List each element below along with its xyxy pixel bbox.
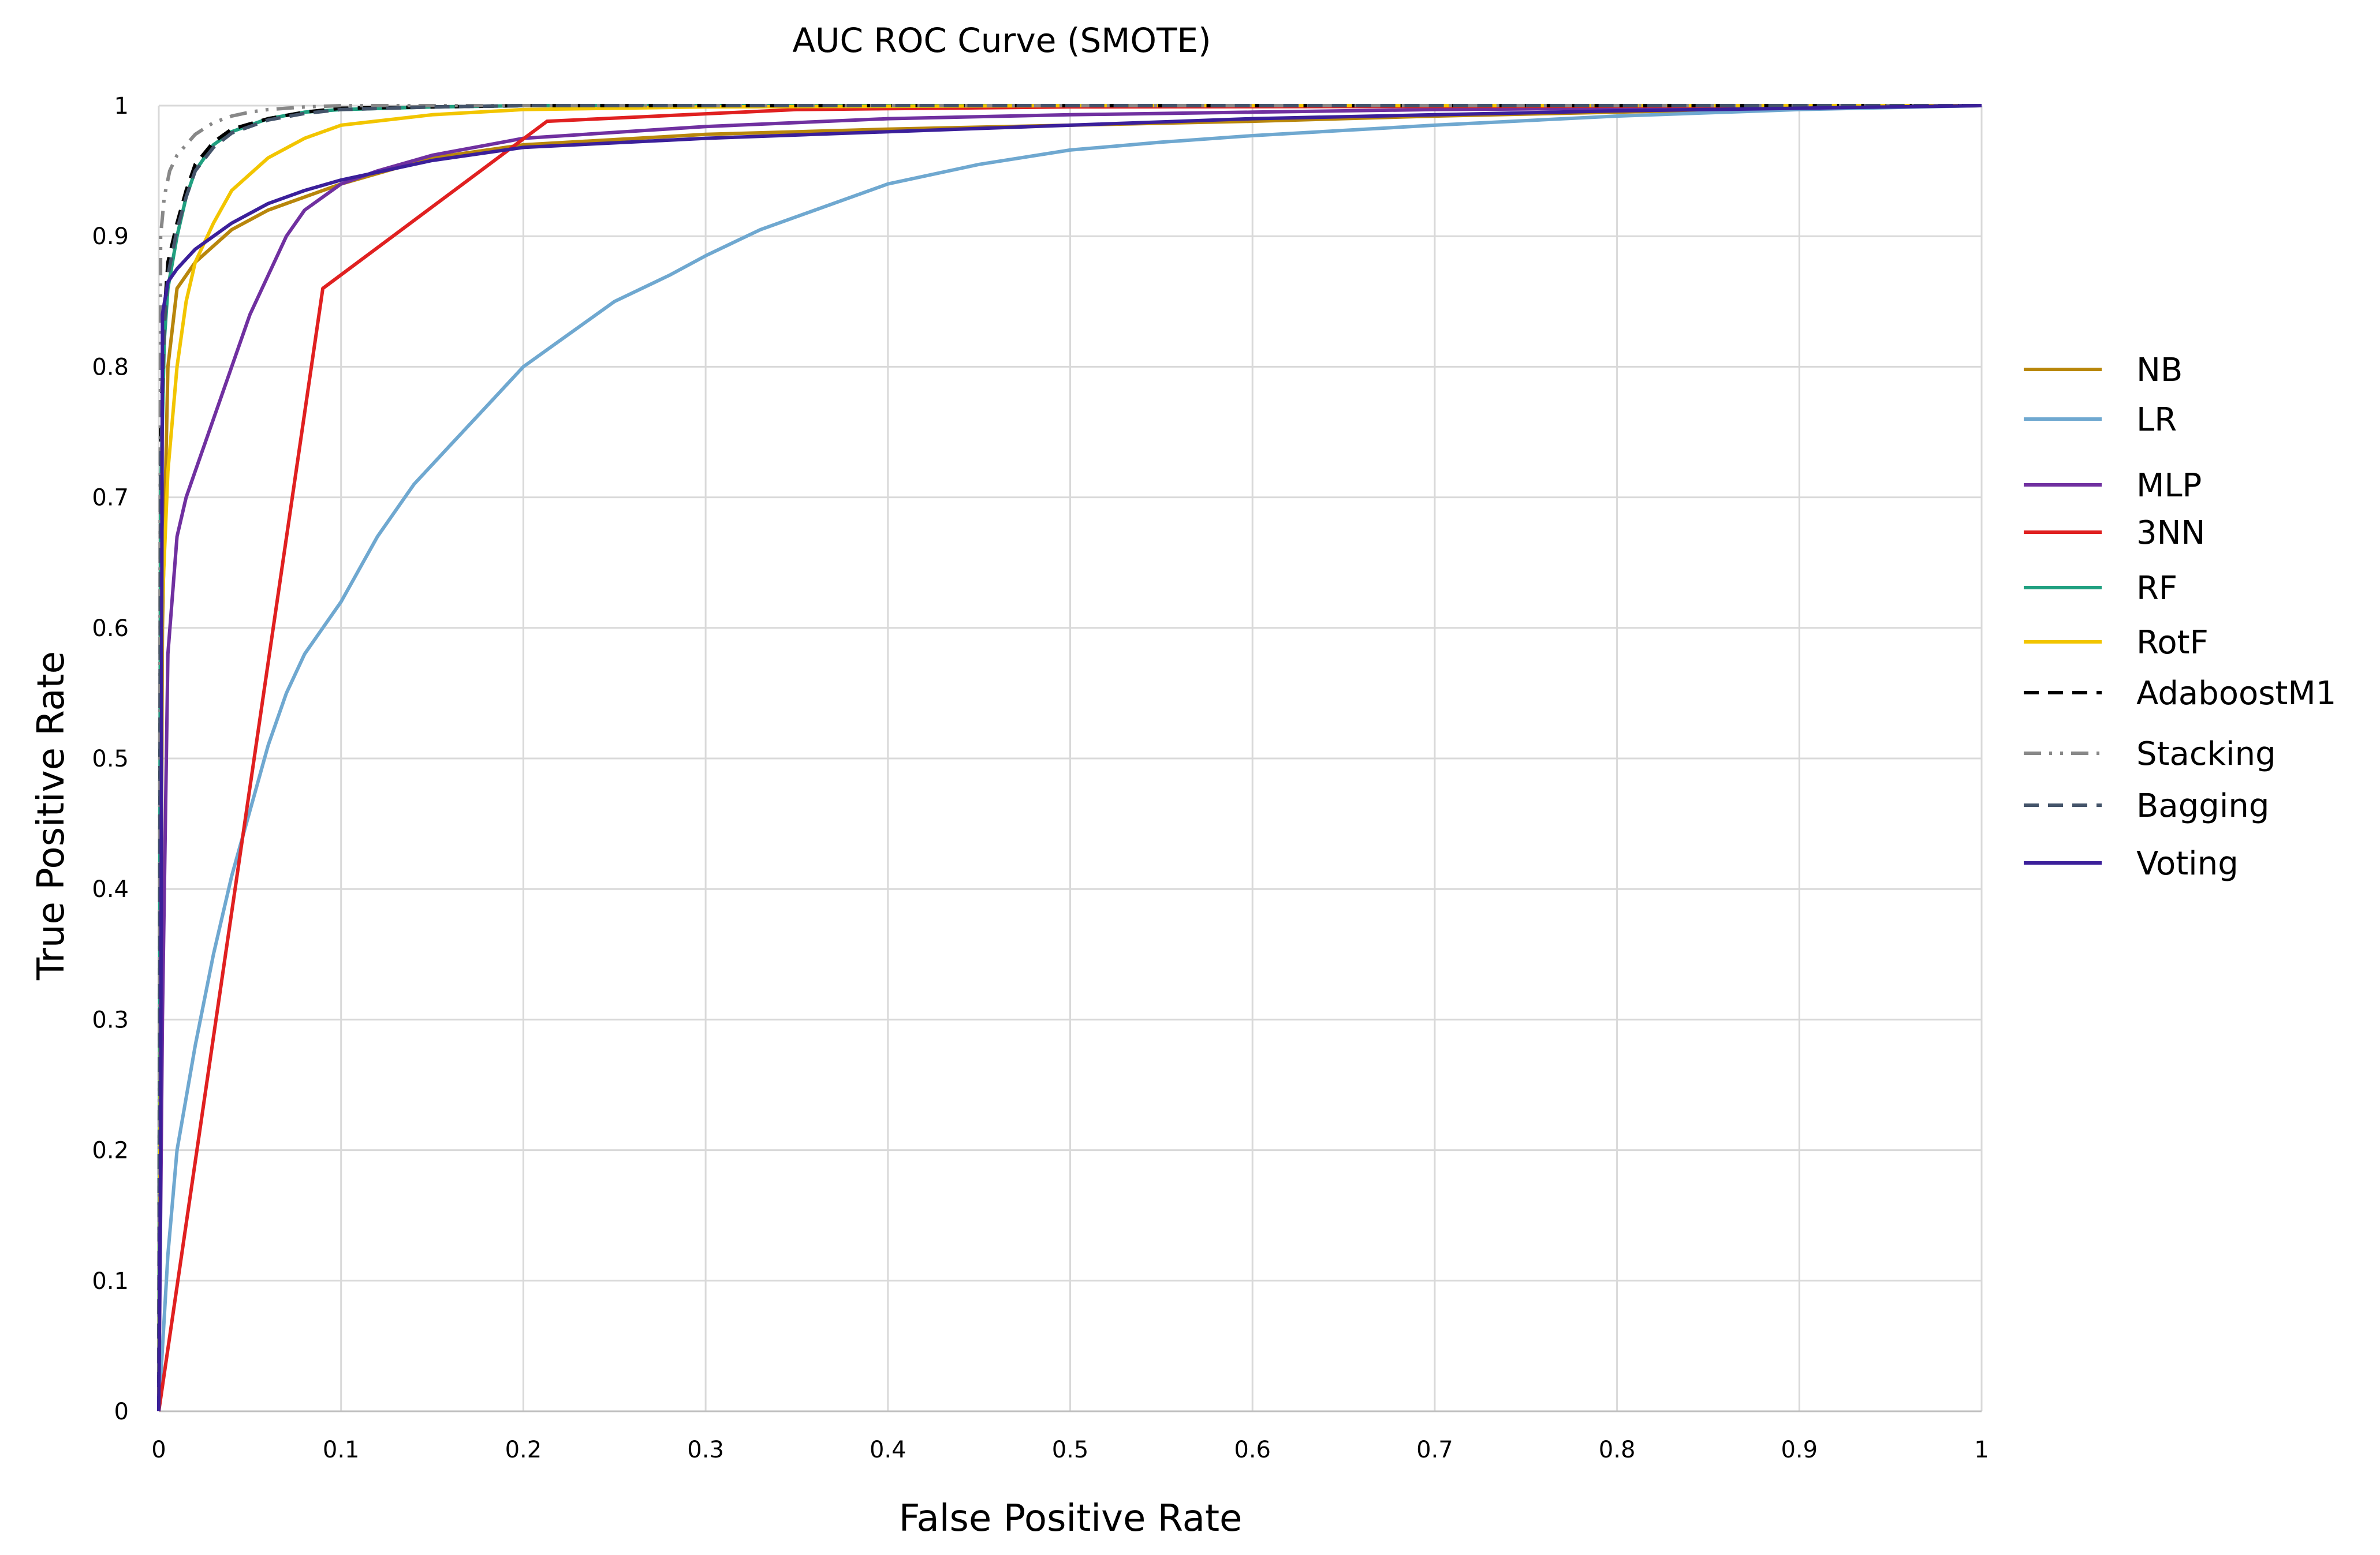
y-tick-label: 0.1: [92, 1268, 129, 1295]
x-tick-label: 0.3: [687, 1437, 724, 1463]
x-tick-label: 0.2: [505, 1437, 542, 1463]
series-line-voting: [157, 104, 1982, 1412]
y-tick-label: 0.3: [92, 1007, 129, 1033]
legend-label-rotf: RotF: [2136, 624, 2209, 661]
y-tick-label: 0.6: [92, 615, 129, 642]
y-axis-title: True Positive Rate: [30, 651, 73, 981]
legend-label-lr: LR: [2136, 401, 2177, 439]
y-tick-label: 1: [114, 93, 129, 119]
y-tick-label: 0: [114, 1399, 129, 1425]
legend: NB LR MLP 3NN RF RotF AdaboostM1 Stacking Baggin…: [2024, 352, 2336, 883]
legend-label-voting: Voting: [2136, 845, 2239, 883]
y-tick-label: 0.9: [92, 223, 129, 250]
y-tick-label: 0.2: [92, 1138, 129, 1164]
legend-label-adaboostm1: AdaboostM1: [2136, 675, 2336, 712]
legend-label-bagging: Bagging: [2136, 787, 2269, 825]
y-tick-label: 0.5: [92, 746, 129, 772]
series-line-stacking: [157, 104, 1982, 1412]
legend-label-mlp: MLP: [2136, 467, 2202, 504]
x-tick-label: 0.8: [1599, 1437, 1636, 1463]
y-tick-label: 0.7: [92, 485, 129, 511]
series-line-bagging: [157, 104, 1982, 1412]
legend-label-3nn: 3NN: [2136, 514, 2205, 552]
series-line-mlp: [157, 104, 1982, 1412]
x-tick-label: 0.6: [1234, 1437, 1271, 1463]
x-tick-label: 1: [1974, 1437, 1989, 1463]
legend-label-nb: NB: [2136, 352, 2183, 389]
x-tick-label: 0.1: [323, 1437, 360, 1463]
x-tick-label: 0.4: [870, 1437, 907, 1463]
x-tick-label: 0.7: [1416, 1437, 1453, 1463]
x-tick-label: 0: [151, 1437, 166, 1463]
grid: [158, 104, 1983, 1412]
x-axis-title: False Positive Rate: [899, 1497, 1243, 1540]
y-tick-label: 0.8: [92, 354, 129, 380]
series-line-rotf: [157, 104, 1982, 1412]
chart-title: AUC ROC Curve (SMOTE): [792, 21, 1211, 60]
legend-label-rf: RF: [2136, 570, 2177, 607]
x-tick-label: 0.5: [1052, 1437, 1089, 1463]
y-tick-label: 0.4: [92, 876, 129, 903]
series-line-lr: [157, 104, 1982, 1412]
tick-labels: 0 0.1 0.2 0.3 0.4 0.5 0.6 0.7 0.8 0.9 1 0 0.1 0.2 0.3 0…: [92, 93, 1989, 1463]
x-tick-label: 0.9: [1781, 1437, 1818, 1463]
plot-area: [157, 104, 1982, 1412]
legend-label-stacking: Stacking: [2136, 735, 2276, 773]
